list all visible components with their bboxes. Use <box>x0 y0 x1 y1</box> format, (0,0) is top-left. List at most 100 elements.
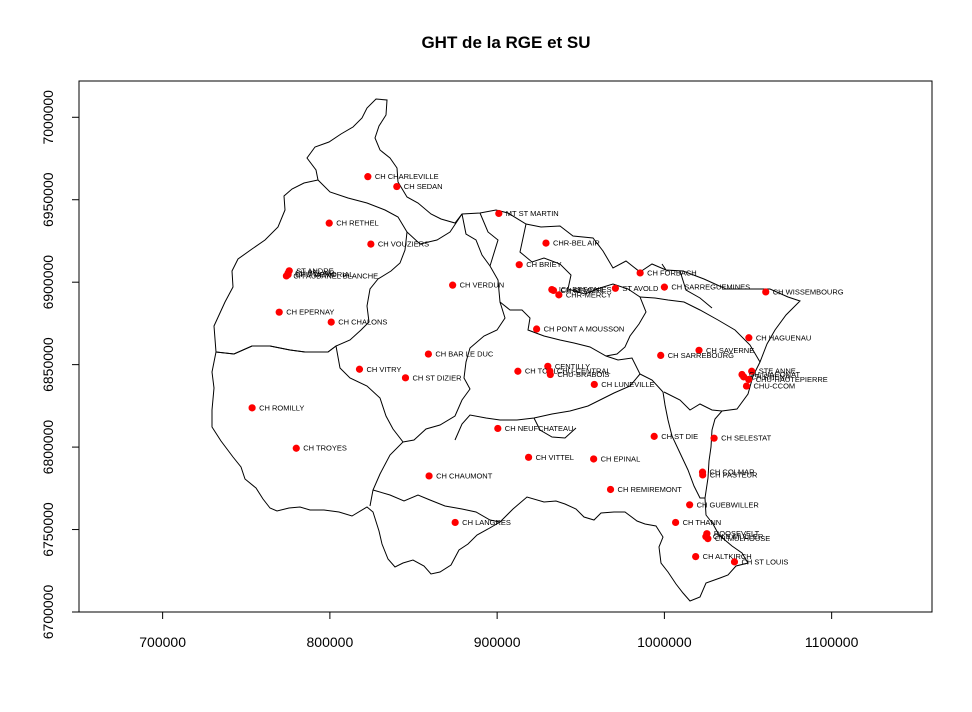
point-label: CH E MULLER <box>713 532 764 541</box>
point-label: CH SELESTAT <box>721 434 772 443</box>
internal-borders-vosges <box>533 373 723 499</box>
point-label: CH ST DIZIER <box>412 373 462 382</box>
data-point <box>606 485 615 494</box>
data-point <box>748 367 756 375</box>
y-axis: 6700000 6750000 6800000 6850000 6900000 69500… <box>40 90 79 639</box>
point-label: CHU-CENTRAL <box>557 367 611 376</box>
data-point <box>282 272 290 280</box>
point-label: CH VITRY <box>366 365 401 374</box>
x-tick-label: 1000000 <box>637 634 692 650</box>
point-label: CH AUBANEL BLANCHE <box>293 271 378 280</box>
point-label: CH ST LOUIS <box>741 557 788 566</box>
point-label: CHU-HAUTEPIERRE <box>756 375 828 384</box>
point-label: CH VOUZIERS <box>378 240 429 249</box>
data-point <box>611 284 619 292</box>
data-point <box>393 182 401 191</box>
data-point <box>762 288 770 296</box>
point-label: MT ST MARTIN <box>506 209 559 218</box>
data-point <box>514 367 522 375</box>
point-label: CH TROYES <box>303 444 347 453</box>
data-point <box>692 552 700 561</box>
point-label: CH CHALONS <box>338 318 387 327</box>
data-point <box>745 375 753 384</box>
data-point <box>355 365 364 373</box>
point-label: CHU-BRABOIS <box>557 370 609 379</box>
x-tick-label: 1100000 <box>805 634 859 650</box>
point-label: ST AVOLD <box>622 284 659 293</box>
internal-borders-haute-marne <box>372 489 501 523</box>
point-label: CH SARREBOURG <box>668 351 734 360</box>
data-point <box>424 350 432 358</box>
data-point <box>730 558 739 566</box>
point-label: CHU-CCOM <box>754 382 796 391</box>
region-boundaries <box>211 98 801 602</box>
point-label: CH HAGUENAU <box>756 333 811 342</box>
y-tick-label: 7000000 <box>40 90 56 145</box>
plot-frame <box>78 80 933 613</box>
point-label: CH TOUL <box>525 367 558 376</box>
point-label: CH RHENA <box>751 372 790 381</box>
point-label: CH ST DIE <box>661 432 698 441</box>
point-label: CH LANGRES <box>462 518 511 527</box>
data-point <box>546 370 554 379</box>
data-point <box>704 535 712 543</box>
data-point <box>292 444 300 452</box>
data-point <box>542 239 550 247</box>
point-label: CH EPERNAY <box>286 308 334 317</box>
data-point <box>549 286 558 295</box>
chart-title: GHT de la RGE et SU <box>421 33 590 52</box>
point-label: CH BAR LE DUC <box>435 350 494 359</box>
x-tick-label: 800000 <box>307 634 354 650</box>
point-label: CH SARREGUEMINES <box>671 283 750 292</box>
internal-borders-meurthe <box>454 301 641 441</box>
point-label: CHR-MERCY <box>566 290 612 299</box>
data-point <box>636 269 644 277</box>
data-point <box>650 432 658 440</box>
point-label: CH PASTEUR <box>710 470 758 479</box>
data-point <box>449 281 457 289</box>
point-label: CH GUEBWILLER <box>697 500 760 509</box>
point-label: CHR-BEL AIR <box>553 239 600 248</box>
x-tick-label: 900000 <box>474 634 521 650</box>
internal-borders-marne-aube <box>215 345 404 507</box>
point-label: CH BELAIR <box>295 269 335 278</box>
data-point <box>524 453 533 461</box>
point-label: CH SAVERNE <box>706 346 754 355</box>
y-tick-label: 6900000 <box>40 255 56 310</box>
data-point <box>590 380 598 389</box>
point-label: CH VERDUN <box>460 281 505 290</box>
point-label: CH EPINAL <box>601 454 641 463</box>
data-point <box>657 351 665 360</box>
data-point <box>671 518 680 527</box>
point-label: CH CHAUMONT <box>436 471 493 480</box>
data-point <box>660 283 668 291</box>
point-label: CH LUNEVILLE <box>601 380 654 389</box>
data-point <box>401 374 410 382</box>
data-point <box>495 209 503 218</box>
data-point <box>555 291 563 299</box>
data-point <box>742 382 751 390</box>
internal-borders-meuse <box>402 213 506 443</box>
point-label: CH COLMAR <box>710 468 756 477</box>
data-point <box>710 434 718 442</box>
point-label: CH SEDAN <box>404 182 443 191</box>
point-label: CH SEMMEL <box>561 286 606 295</box>
point-label: CH PONT A MOUSSON <box>544 325 625 334</box>
point-label: CH DIACONAT <box>749 370 801 379</box>
data-point <box>699 471 707 479</box>
internal-borders-alsace <box>639 263 761 363</box>
y-tick-label: 6750000 <box>40 502 56 557</box>
internal-borders-moselle <box>479 212 647 357</box>
grand-est-outline <box>211 98 801 602</box>
point-label: CH THANN <box>683 518 722 527</box>
point-label: CENTILLY <box>555 362 590 371</box>
data-point <box>533 325 541 333</box>
data-point <box>327 318 335 326</box>
y-tick-label: 6700000 <box>40 585 56 640</box>
x-tick-label: 700000 <box>139 634 186 650</box>
data-point <box>364 173 372 181</box>
x-axis: 700000 800000 900000 1000000 1100000 <box>139 611 859 650</box>
data-point <box>451 518 459 527</box>
point-label: CH NEUFCHATEAU <box>505 424 574 433</box>
